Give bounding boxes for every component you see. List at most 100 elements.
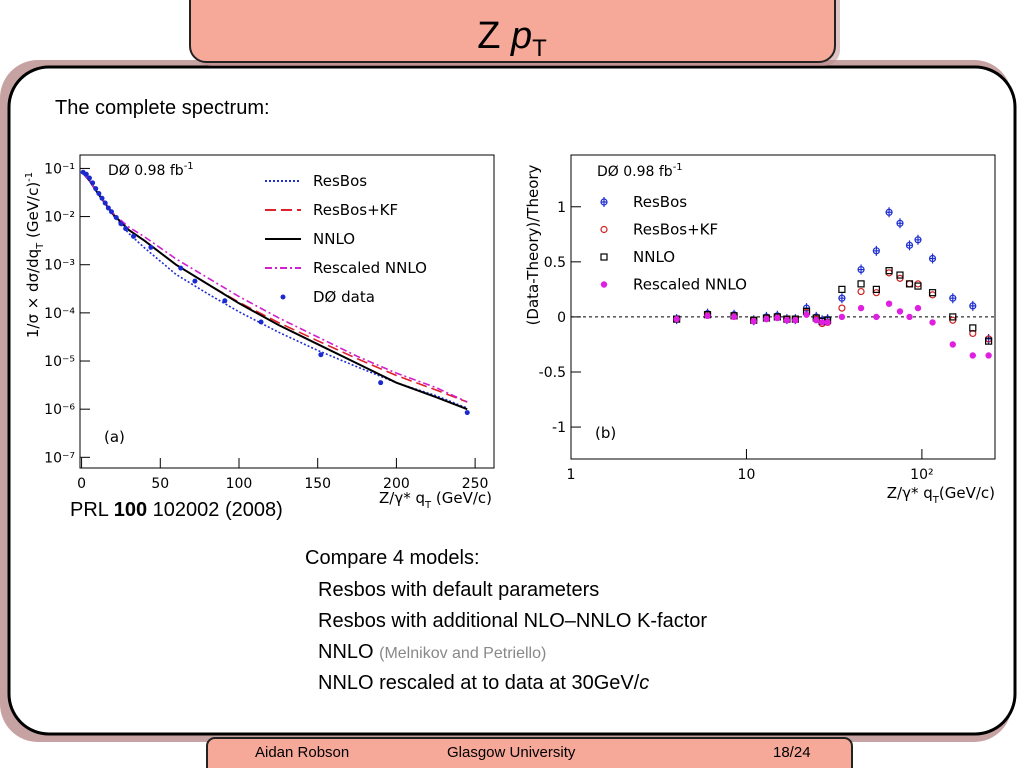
data-point	[108, 209, 114, 215]
legend-label: Rescaled NNLO	[633, 276, 747, 294]
x-tick-label: 1	[567, 467, 576, 483]
data-point	[178, 265, 184, 271]
data-point	[86, 175, 92, 181]
chart-b-labels: DØ 0.98 fb-1 (b) Z/γ* qT(GeV/c) (Data-Th…	[524, 162, 995, 506]
x-label-text: Z/γ* q	[887, 484, 933, 502]
marker	[914, 282, 922, 290]
title-var: p	[510, 15, 532, 57]
y-tick-label: 10⁻⁵	[44, 354, 75, 370]
y-axis-label: 1/σ × dσ/dqT (GeV/c)-1	[24, 172, 46, 338]
plot-frame	[570, 154, 996, 460]
x-axis-label: Z/γ* qT (GeV/c)	[379, 489, 492, 511]
marker	[885, 207, 893, 218]
chart-a-labels: DØ 0.98 fb-1 (a) Z/γ* qT (GeV/c) 1/σ × d…	[24, 161, 492, 511]
x-label-unit: (GeV/c)	[431, 489, 492, 507]
data-point	[123, 226, 129, 232]
marker	[949, 313, 957, 321]
data-point	[258, 319, 264, 325]
marker	[928, 253, 937, 264]
marker	[838, 313, 846, 321]
marker	[818, 319, 826, 326]
marker	[885, 267, 893, 275]
x-tick-label: 10²	[910, 467, 933, 483]
marker	[838, 285, 846, 293]
y-tick-label: 1	[557, 200, 566, 216]
ref-volume: 100	[114, 499, 147, 521]
note-nnlo-ref: (Melnikov and Petriello)	[379, 645, 546, 662]
marker	[803, 311, 810, 318]
x-tick-label: 10	[738, 467, 756, 483]
data-point	[99, 195, 105, 201]
annotation-text: DØ 0.98 fb	[597, 164, 673, 180]
content-frame	[7, 65, 1017, 736]
slide-title: Z pT	[477, 15, 547, 62]
y-tick-label: 10⁻⁷	[44, 450, 75, 466]
x-tick-label: 200	[383, 476, 410, 492]
marker	[730, 313, 738, 321]
data-point	[105, 205, 111, 211]
marker	[792, 317, 799, 324]
marker	[985, 352, 992, 359]
x-label-unit: (GeV/c)	[939, 484, 995, 502]
footer-institution: Glasgow University	[447, 744, 576, 761]
marker	[774, 314, 781, 322]
annotation-text: DØ 0.98 fb	[108, 163, 184, 179]
data-point	[118, 221, 124, 227]
marker	[928, 289, 937, 297]
x-tick-label: 0	[77, 476, 86, 492]
data-point	[464, 410, 470, 416]
data-point	[378, 380, 384, 386]
y-tick-label: 10⁻³	[44, 258, 75, 274]
ref-pre: PRL	[70, 499, 114, 521]
plot-frame	[79, 154, 495, 469]
legend-label: DØ data	[313, 288, 375, 306]
legend-label: Rescaled NNLO	[313, 259, 427, 277]
note-rescaled: NNLO rescaled at to data at 30GeV/	[318, 672, 640, 694]
marker	[969, 352, 976, 359]
marker	[857, 304, 865, 312]
marker	[896, 308, 904, 315]
marker	[896, 218, 904, 229]
marker	[929, 319, 936, 326]
marker	[838, 293, 846, 304]
y-label-unit: (GeV/c)	[24, 182, 42, 243]
x-label-sub: T	[424, 500, 432, 511]
annotation-sup: -1	[184, 161, 194, 172]
marker	[704, 312, 711, 320]
y-axis-label: (Data-Theory)/Theory	[524, 164, 542, 325]
ref-post: 102002 (2008)	[147, 499, 283, 521]
x-tick-label: 100	[226, 476, 253, 492]
x-tick-label: 150	[304, 476, 331, 492]
intro: The complete spectrum:	[55, 97, 270, 119]
footer-author: Aidan Robson	[255, 744, 349, 761]
legend-label: ResBos	[313, 172, 367, 190]
y-label-text: 1/σ × dσ/dq	[24, 249, 42, 338]
marker	[872, 285, 880, 293]
marker	[750, 318, 757, 325]
marker	[905, 280, 914, 288]
chart: 1 10 10² -1 -0.5 0 0.5 1 ResBos ResBos+KF NNLO Resc…	[539, 154, 996, 483]
marker	[906, 313, 913, 321]
marker	[857, 280, 865, 288]
annotation-sup: -1	[673, 162, 683, 173]
legend-label: NNLO	[633, 248, 675, 266]
x-label-text: Z/γ* q	[379, 489, 425, 507]
y-tick-label: 0	[557, 310, 566, 326]
y-tick-label: -0.5	[539, 365, 566, 381]
annotation: DØ 0.98 fb-1	[108, 161, 194, 179]
marker	[838, 304, 846, 312]
marker	[885, 300, 893, 307]
legend-swatch	[600, 197, 608, 207]
marker	[783, 317, 791, 324]
panel-label: (a)	[104, 428, 125, 446]
x-label-sub: T	[932, 495, 940, 506]
y-label-sub: T	[35, 242, 46, 250]
marker	[824, 319, 831, 326]
y-tick-label: 10⁻⁴	[44, 306, 75, 322]
title-sub: T	[532, 35, 547, 62]
x-tick-label: 250	[462, 476, 489, 492]
marker	[914, 304, 922, 312]
marker	[872, 245, 880, 256]
